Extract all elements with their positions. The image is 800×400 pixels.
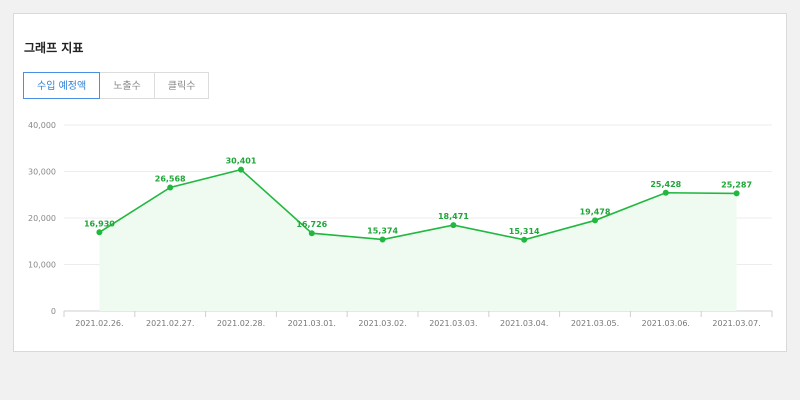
x-tick-label: 2021.03.07.	[712, 319, 760, 328]
x-tick-label: 2021.02.28.	[217, 319, 265, 328]
data-label: 15,374	[367, 227, 398, 236]
x-tick-label: 2021.03.01.	[288, 319, 336, 328]
data-point[interactable]	[592, 217, 598, 224]
y-tick-label: 20,000	[28, 214, 56, 223]
data-label: 26,568	[155, 174, 186, 183]
line-chart: 0 10,000 20,000 30,000 40,000 16,930 26,568 30,…	[28, 121, 773, 328]
y-tick-label: 10,000	[28, 261, 56, 270]
x-tick-label: 2021.02.26.	[75, 319, 123, 328]
data-label: 16,726	[296, 220, 327, 229]
data-point[interactable]	[662, 189, 669, 196]
tab-clicks[interactable]: 클릭수	[153, 72, 210, 99]
data-label: 18,471	[438, 212, 469, 221]
metric-tabs: 수입 예정액 노출수 클릭수	[23, 72, 210, 99]
x-tick-label: 2021.03.04.	[500, 319, 548, 328]
x-tick-label: 2021.02.27.	[146, 319, 194, 328]
data-point[interactable]	[733, 190, 740, 197]
data-point[interactable]	[379, 236, 386, 243]
x-tick-label: 2021.03.03.	[429, 319, 477, 328]
data-label: 25,428	[650, 180, 681, 189]
data-point[interactable]	[308, 230, 315, 237]
y-tick-label: 30,000	[28, 168, 56, 177]
data-point[interactable]	[167, 184, 174, 191]
tab-expected-revenue[interactable]: 수입 예정액	[23, 72, 101, 99]
tab-impressions[interactable]: 노출수	[99, 72, 155, 99]
series-line	[98, 168, 737, 241]
data-label: 30,401	[226, 157, 257, 166]
panel-title: 그래프 지표	[24, 41, 84, 55]
series-area	[99, 169, 737, 311]
data-label: 15,314	[509, 227, 540, 236]
x-tick-label: 2021.03.06.	[642, 319, 690, 328]
data-label: 25,287	[721, 180, 752, 189]
y-tick-label: 40,000	[28, 121, 56, 130]
data-label: 16,930	[84, 219, 115, 228]
data-point[interactable]	[238, 166, 244, 173]
x-tick-label: 2021.03.05.	[571, 319, 619, 328]
data-point[interactable]	[450, 222, 457, 229]
graph-panel: 그래프 지표 수입 예정액 노출수 클릭수 0 10,000 20,000 30,00…	[13, 13, 787, 352]
data-label: 19,478	[580, 207, 611, 216]
y-tick-label: 0	[51, 307, 56, 316]
data-point[interactable]	[96, 229, 103, 236]
x-tick-label: 2021.03.02.	[358, 319, 406, 328]
data-point[interactable]	[521, 236, 528, 243]
